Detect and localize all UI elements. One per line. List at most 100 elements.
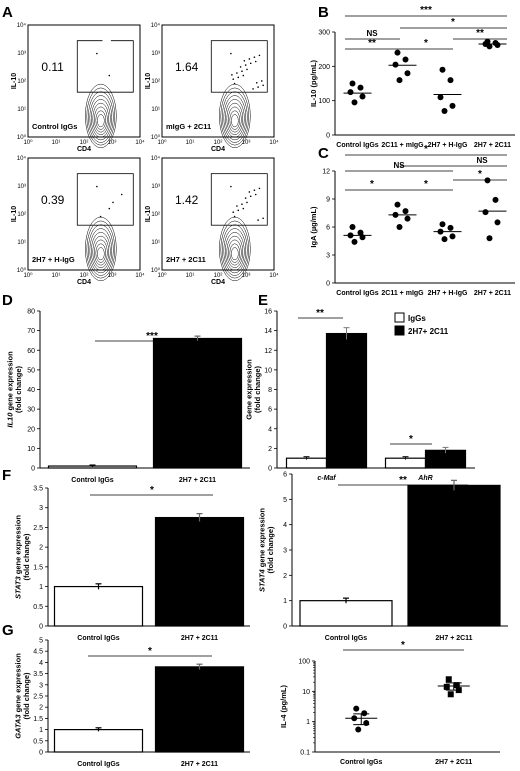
data-point — [394, 49, 401, 56]
gate-percentage: 0.11 — [41, 60, 64, 74]
x-tick-label: Control IgGs — [77, 635, 119, 642]
data-point — [355, 726, 362, 733]
y-tick-label: 1.5 — [33, 564, 43, 571]
data-point — [347, 89, 354, 96]
sig-f-2: ** — [399, 475, 407, 486]
data-point — [402, 56, 409, 63]
panel-label-g: G — [2, 622, 14, 639]
density-contour — [229, 243, 241, 263]
data-point — [351, 238, 358, 245]
data-point — [447, 224, 454, 231]
flow-y-axis-label: IL-10 — [11, 206, 18, 222]
y-tick-label: 4 — [283, 522, 287, 529]
x-tick-label: Control IgGs — [77, 761, 119, 768]
y-tick-label: 0 — [39, 624, 43, 631]
data-point — [361, 710, 368, 717]
flow-y-tick-label: 10³ — [151, 51, 160, 57]
flow-plot-frame — [161, 24, 275, 138]
event-dot — [253, 189, 256, 191]
x-tick-label: 2H7 + 2C11 — [181, 761, 218, 768]
data-point — [392, 61, 399, 68]
y-axis-label: IL10 gene expression(fold change) — [6, 351, 23, 428]
panel-label-e: E — [258, 292, 268, 309]
gate — [76, 40, 134, 93]
sig-c-6: * — [424, 179, 428, 190]
flow-y-tick-label: 10³ — [17, 51, 26, 57]
y-axis-label: IgA (µg/mL) — [309, 206, 318, 248]
event-dot — [249, 195, 252, 198]
event-dot — [233, 82, 236, 85]
density-contour — [91, 99, 111, 138]
density-contour — [95, 110, 107, 130]
y-tick-label: 200 — [318, 64, 330, 71]
legend-swatch-treatment — [394, 325, 405, 336]
y-tick-label: 70 — [27, 328, 35, 335]
significance-brackets-b: *** * NS ** ** * — [345, 5, 507, 50]
y-tick-label: 10 — [302, 689, 310, 696]
flow-x-axis-label: CD4 — [211, 279, 225, 286]
density-contour — [231, 247, 239, 261]
density-contour — [222, 91, 248, 143]
legend-swatch-iggs — [394, 312, 405, 323]
density-contour — [220, 87, 250, 146]
data-point — [404, 70, 411, 77]
event-dot — [231, 74, 233, 76]
data-point — [396, 224, 403, 230]
chart-f-right: 0 1 2 3 4 5 6 STAT4 gene expression(fold change… — [258, 472, 508, 642]
y-tick-label: 3.5 — [33, 486, 43, 493]
flow-x-tick-label: 10⁴ — [135, 272, 145, 279]
data-point — [484, 177, 491, 184]
x-tick-label: 2C11 + mIgG — [381, 142, 424, 149]
density-contour — [97, 114, 105, 128]
flow-y-tick-label: 10⁰ — [151, 267, 161, 274]
density-contour — [88, 91, 114, 143]
event-dot — [241, 203, 243, 206]
sig-b-2: * — [451, 17, 455, 28]
flow-y-tick-label: 10¹ — [151, 107, 160, 113]
sig-g-2: * — [401, 640, 405, 651]
flow-x-axis-label: CD4 — [77, 279, 91, 286]
y-tick-label: 14 — [264, 328, 272, 335]
y-tick-label: 10 — [27, 446, 35, 453]
event-dot — [241, 70, 243, 73]
flow-y-tick-label: 10⁴ — [17, 155, 27, 162]
density-contour — [225, 99, 245, 138]
x-tick-label: 2H7 + H-IgG — [428, 142, 468, 149]
x-tick-label: 2H7 + 2C11 — [474, 290, 511, 297]
event-dot — [252, 88, 254, 90]
event-dot — [239, 66, 242, 68]
panel-label-c: C — [318, 145, 329, 162]
flow-x-tick-label: 10¹ — [52, 273, 61, 279]
density-contour — [92, 235, 110, 268]
y-tick-label: 12 — [264, 348, 272, 355]
x-tick-label: 2H7 + 2C11 — [181, 635, 218, 642]
event-dot — [242, 207, 245, 210]
flow-y-axis-label: IL-10 — [11, 73, 18, 89]
gate — [210, 173, 268, 226]
legend-label-treatment: 2H7+ 2C11 — [408, 327, 449, 336]
chart-g-right: 0.1 1 10 100 IL-4 (pg/mL) Control IgGs 2H7 + 2… — [279, 659, 500, 766]
flow-y-tick-label: 10⁴ — [151, 22, 161, 29]
y-tick-label: 3 — [326, 253, 330, 260]
flow-y-tick-label: 10³ — [17, 184, 26, 190]
y-tick-label: 16 — [264, 309, 272, 316]
y-tick-label: 30 — [27, 407, 35, 414]
sig-f-1: * — [150, 485, 154, 496]
density-contour — [94, 239, 108, 266]
flow-y-tick-label: 10⁴ — [17, 22, 27, 29]
x-tick-label: Control IgGs — [340, 759, 382, 766]
flow-y-tick-label: 10¹ — [151, 240, 160, 246]
y-tick-label: 5 — [283, 497, 287, 504]
data-point — [359, 93, 366, 100]
y-axis-label: IL-10 (pg/mL) — [309, 59, 318, 107]
event-dot — [244, 197, 247, 199]
y-tick-label: 0.1 — [300, 750, 310, 757]
data-point — [357, 229, 364, 236]
density-contour — [228, 106, 242, 133]
x-tick-label: 2H7 + 2C11 — [179, 477, 216, 484]
density-contour — [225, 232, 245, 271]
flow-x-tick-label: 10² — [80, 140, 89, 146]
y-tick-label: 4.5 — [33, 649, 43, 656]
event-dot — [232, 211, 235, 213]
